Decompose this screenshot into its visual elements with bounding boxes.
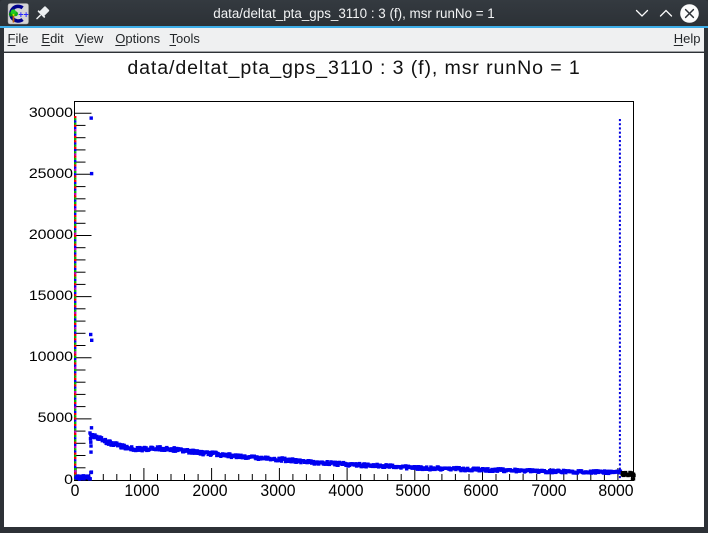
svg-text:++: ++ xyxy=(18,9,29,19)
